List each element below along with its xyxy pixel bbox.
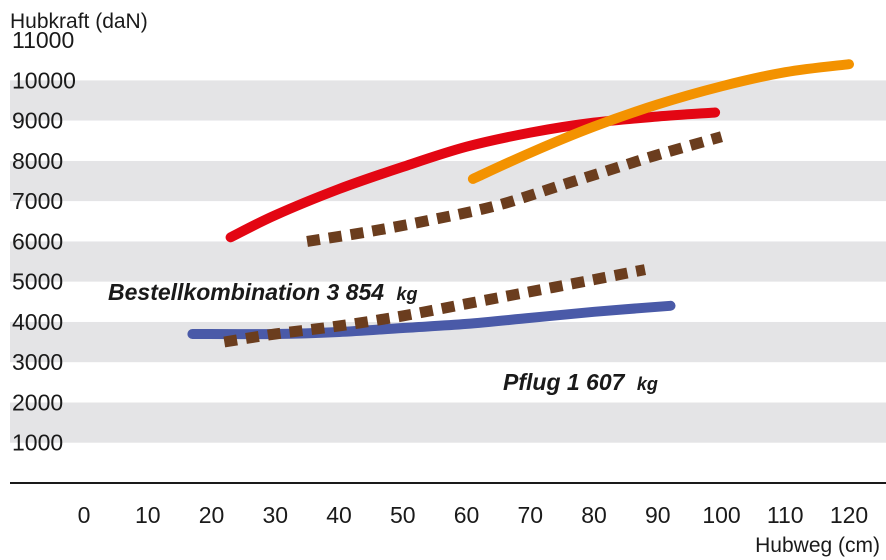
series-line-2 (467, 59, 854, 184)
x-tick-label: 60 (454, 502, 480, 528)
annotation-pflug-text: Pflug 1 607 (503, 369, 626, 395)
y-tick-label: 5000 (12, 269, 63, 295)
series-group (187, 59, 854, 348)
series-line-5 (223, 264, 647, 348)
annotation-pflug: Pflug 1 607 kg (503, 369, 658, 395)
x-tick-label: 40 (326, 502, 352, 528)
x-tick-label: 110 (767, 502, 804, 528)
annotation-bestellkombination-text: Bestellkombination 3 854 (108, 279, 384, 305)
y-tick-label: 4000 (12, 309, 63, 335)
grid-band (10, 442, 886, 483)
y-tick-label: 11000 (12, 27, 74, 53)
y-axis-title: Hubkraft (daN) (10, 10, 148, 33)
y-tick-label: 9000 (12, 108, 63, 134)
x-tick-label: 20 (199, 502, 225, 528)
y-tick-label: 8000 (12, 148, 63, 174)
annotation-bestellkombination-unit: kg (396, 284, 417, 304)
y-tick-label: 10000 (12, 67, 76, 93)
x-tick-label: 30 (262, 502, 288, 528)
grid-band (10, 80, 886, 121)
x-tick-label: 100 (702, 502, 740, 528)
x-tick-label: 90 (645, 502, 671, 528)
y-tick-labels: 1000 2000 3000 4000 5000 6000 7000 8000 9000 1000… (12, 27, 76, 456)
x-tick-label: 80 (581, 502, 607, 528)
x-tick-label: 70 (517, 502, 543, 528)
grid-band (10, 402, 886, 443)
annotation-bestellkombination: Bestellkombination 3 854 kg (108, 279, 418, 305)
annotation-pflug-unit: kg (637, 374, 658, 394)
grid-band (10, 362, 886, 403)
y-tick-label: 2000 (12, 389, 63, 415)
y-tick-label: 3000 (12, 349, 63, 375)
x-tick-label: 50 (390, 502, 416, 528)
y-tick-label: 1000 (12, 430, 63, 456)
x-axis-title: Hubweg (cm) (755, 534, 880, 557)
x-tick-labels: 0 10 20 30 40 50 60 70 80 90 100 110 120 (78, 502, 869, 528)
x-tick-label: 120 (830, 502, 868, 528)
x-tick-label: 0 (78, 502, 91, 528)
grid-band (10, 160, 886, 202)
series-line-3 (306, 131, 723, 247)
grid-band (10, 241, 886, 282)
series-line-1 (225, 107, 721, 243)
grid-bands (10, 40, 886, 483)
grid-band (10, 40, 886, 81)
x-tick-label: 10 (135, 502, 161, 528)
y-tick-label: 7000 (12, 188, 63, 214)
y-tick-label: 6000 (12, 228, 63, 254)
